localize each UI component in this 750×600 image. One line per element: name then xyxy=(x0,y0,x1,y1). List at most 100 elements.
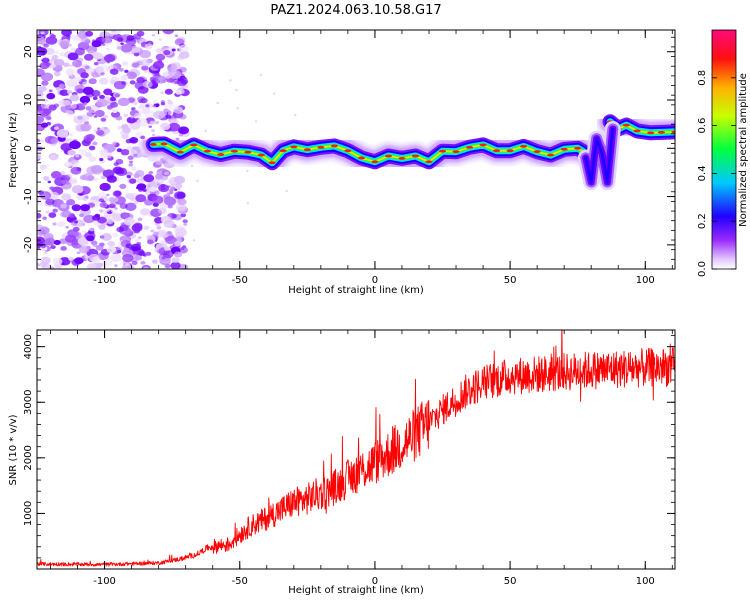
spectrogram-noise-blob xyxy=(39,191,52,200)
spectrogram-noise-blob xyxy=(60,246,67,251)
spectrogram-speckle xyxy=(229,79,232,82)
spectrogram-noise-blob xyxy=(42,216,47,220)
spectrogram-main-ridge xyxy=(138,128,601,178)
spectrogram-noise-blob xyxy=(143,225,150,231)
spectrogram-noise-blob xyxy=(107,240,116,247)
spectrogram-main-ridge-peak xyxy=(317,145,325,149)
spectrogram-noise-blob xyxy=(39,139,44,143)
spectrogram-speckle xyxy=(235,88,238,92)
spectrogram-main-ridge-peak xyxy=(244,150,252,154)
spectrogram-noise-blob xyxy=(173,106,184,114)
spectrogram-noise-blob xyxy=(80,72,89,79)
spectrogram-main-ridge-peak xyxy=(190,143,198,147)
spectrogram-noise-blob xyxy=(177,89,185,95)
spectrogram-noise-blob xyxy=(134,238,140,243)
spectrogram-noise-blob xyxy=(125,243,133,249)
spectrogram-speckle xyxy=(246,169,249,172)
spectrogram-noise-blob xyxy=(153,110,165,120)
spectrogram-noise-blob xyxy=(144,70,148,73)
spectrogram-y-tick-label: 10 xyxy=(23,94,34,107)
spectrogram-speckle xyxy=(216,101,219,105)
spectrogram-noise-blob xyxy=(68,177,78,185)
spectrogram-noise-blob xyxy=(113,264,118,268)
spectrogram-noise-blob xyxy=(152,99,159,105)
spectrogram-noise-blob xyxy=(125,192,135,200)
spectrogram-noise-blob xyxy=(41,80,49,86)
spectrogram-noise-blob xyxy=(59,52,66,57)
spectrogram-noise-blob xyxy=(80,36,90,43)
spectrogram-main-ridge-peak xyxy=(452,150,460,154)
spectrogram-noise-blob xyxy=(115,40,124,47)
spectrogram-noise-blob xyxy=(129,160,134,164)
spectrogram-noise-blob xyxy=(138,104,146,110)
spectrogram-noise-blob xyxy=(145,251,152,256)
spectrogram-noise-blob xyxy=(154,120,160,125)
spectrogram-y-ticks: -20 -10 0 10 20 xyxy=(23,36,675,270)
spectrogram-noise-blob xyxy=(103,54,116,63)
spectrogram-y-tick-label: 0 xyxy=(23,145,34,151)
spectrogram-noise-blob xyxy=(76,251,81,255)
spectrogram-noise-blob xyxy=(133,222,143,230)
spectrogram-noise-blob xyxy=(123,113,129,117)
spectrogram-noise-blob xyxy=(77,116,83,120)
spectrogram-noise-blob xyxy=(180,247,185,251)
spectrogram-noise-blob xyxy=(63,62,70,68)
spectrogram-noise-blob xyxy=(67,149,76,156)
spectrogram-noise-blob xyxy=(99,235,105,239)
spectrogram-noise-blob xyxy=(50,34,56,39)
spectrogram-noise-blob xyxy=(154,173,164,180)
spectrogram-noise-blob xyxy=(84,65,90,70)
spectrogram-noise-blob xyxy=(45,164,50,168)
spectrogram-noise-blob xyxy=(149,186,157,192)
spectrogram-noise-blob xyxy=(135,194,147,203)
spectrogram-noise-blob xyxy=(50,245,56,250)
spectrogram-speckle xyxy=(259,73,263,77)
spectrogram-noise-blob xyxy=(121,61,128,66)
spectrogram-main-ridge-peak xyxy=(203,149,211,153)
spectrogram-noise-blob xyxy=(38,85,47,92)
spectrogram-upper-ridge-peak xyxy=(633,129,641,133)
spectrogram-main-ridge-peak xyxy=(574,146,582,150)
spectrogram-noise-blob xyxy=(91,40,102,48)
spectrogram-noise-blob xyxy=(68,256,74,261)
spectrogram-noise-blob xyxy=(37,138,41,143)
spectrogram-noise-blob xyxy=(107,100,111,104)
spectrogram-noise-blob xyxy=(99,77,109,85)
spectrogram-noise-blob xyxy=(125,171,133,177)
spectrogram-noise-blob xyxy=(104,96,110,100)
spectrogram-noise-blob xyxy=(168,177,180,186)
spectrogram-frame xyxy=(36,29,676,270)
spectrogram-noise-blob xyxy=(54,50,60,55)
spectrogram-noise-blob xyxy=(53,71,61,77)
spectrogram-noise-blob xyxy=(143,174,155,183)
colorbar-gradient xyxy=(712,30,736,269)
spectrogram-noise-blob xyxy=(160,102,166,106)
spectrogram-noise-blob xyxy=(133,52,140,57)
spectrogram-noise-blob xyxy=(61,193,72,201)
spectrogram-noise-blob xyxy=(57,221,66,228)
spectrogram-noise-blob xyxy=(167,63,177,71)
colorbar-frame xyxy=(711,29,737,270)
spectrogram-noise-blob xyxy=(37,212,42,219)
spectrogram-noise-blob xyxy=(80,103,85,107)
spectrogram-noise-blob xyxy=(103,88,113,96)
spectrogram-noise-blob xyxy=(108,197,117,203)
spectrogram-noise-blob xyxy=(141,65,149,71)
spectrogram-noise-blob xyxy=(154,30,161,36)
snr-frame xyxy=(36,329,676,570)
spectrogram-noise-blob xyxy=(103,114,109,119)
spectrogram-main-ridge-peak xyxy=(492,149,501,153)
colorbar-tick-label: 0.6 xyxy=(697,118,708,134)
spectrogram-noise-blob xyxy=(125,202,137,211)
spectrogram-speckle xyxy=(196,179,199,183)
spectrogram-noise-blob xyxy=(99,157,104,162)
spectrogram-speckle xyxy=(192,239,196,242)
snr-x-tick-label: -50 xyxy=(232,576,248,587)
spectrogram-noise-blob xyxy=(155,47,163,54)
spectrogram-noise-blob xyxy=(73,76,82,83)
spectrogram-noise-blob xyxy=(153,231,159,236)
spectrogram-noise-blob xyxy=(53,126,59,131)
spectrogram-noise-blob xyxy=(166,230,173,236)
spectrogram-y-tick-label: -20 xyxy=(23,237,34,253)
